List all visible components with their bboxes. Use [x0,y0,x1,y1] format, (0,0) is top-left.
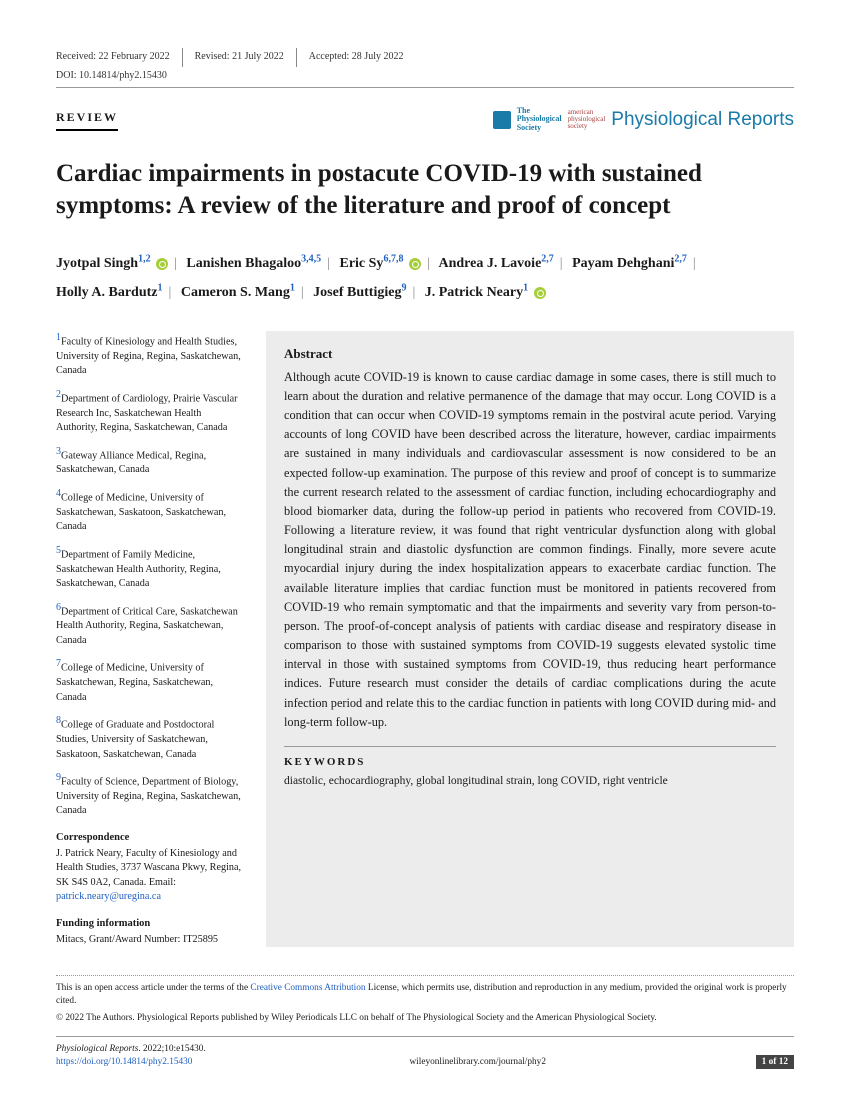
revised-date: Revised: 21 July 2022 [195,48,297,67]
keywords-heading: KEYWORDS [284,746,776,771]
author-list: Jyotpal Singh1,2 | Lanishen Bhagaloo3,4,… [56,250,794,307]
affiliation: 5Department of Family Medicine, Saskatch… [56,544,242,592]
license-link[interactable]: Creative Commons Attribution [250,983,365,993]
divider-icon [56,975,794,976]
affiliation: 2Department of Cardiology, Prairie Vascu… [56,388,242,436]
author: J. Patrick Neary1 [425,285,546,300]
orcid-icon[interactable] [409,258,421,270]
author: Andrea J. Lavoie2,7 [438,256,553,271]
author: Josef Buttigieg9 [313,285,406,300]
correspondence-body: J. Patrick Neary, Faculty of Kinesiology… [56,847,242,905]
phys-soc-icon [493,111,511,129]
phys-soc-text: The Physiological Society [517,107,562,133]
journal-name: Physiological Reports [611,106,794,134]
author: Payam Dehghani2,7 [572,256,687,271]
license-text: This is an open access article under the… [56,982,794,1008]
article-title: Cardiac impairments in postacute COVID-1… [56,158,794,222]
journal-logo: The Physiological Society american physi… [493,106,794,134]
received-date: Received: 22 February 2022 [56,48,183,67]
footer-page: 1 of 12 [750,1056,794,1069]
affiliation: 1Faculty of Kinesiology and Health Studi… [56,331,242,379]
footer-doi-link[interactable]: https://doi.org/10.14814/phy2.15430 [56,1057,192,1067]
abstract-box: Abstract Although acute COVID-19 is know… [266,331,794,947]
affiliation: 8College of Graduate and Postdoctoral St… [56,714,242,762]
affiliation: 3Gateway Alliance Medical, Regina, Saska… [56,445,242,478]
header-row: REVIEW The Physiological Society america… [56,106,794,134]
author: Holly A. Bardutz1 [56,285,163,300]
affiliation: 6Department of Critical Care, Saskatchew… [56,601,242,649]
author: Eric Sy6,7,8 [339,256,420,271]
doi: DOI: 10.14814/phy2.15430 [56,69,794,89]
author: Cameron S. Mang1 [181,285,295,300]
orcid-icon[interactable] [156,258,168,270]
abstract-heading: Abstract [284,345,776,364]
footer-site[interactable]: wileyonlinelibrary.com/journal/phy2 [409,1056,546,1069]
affiliation: 9Faculty of Science, Department of Biolo… [56,771,242,819]
aps-text: american physiological society [568,109,606,130]
article-dates: Received: 22 February 2022 Revised: 21 J… [56,48,794,67]
affiliations-column: 1Faculty of Kinesiology and Health Studi… [56,331,242,947]
page-footer: Physiological Reports. 2022;10:e15430. h… [56,1036,794,1070]
accepted-date: Accepted: 28 July 2022 [309,48,416,67]
section-label: REVIEW [56,109,118,131]
correspondence-heading: Correspondence [56,831,242,846]
footer-citation: Physiological Reports. 2022;10:e15430. h… [56,1043,206,1070]
funding-body: Mitacs, Grant/Award Number: IT25895 [56,933,242,947]
keywords-body: diastolic, echocardiography, global long… [284,773,776,790]
correspondence-email[interactable]: patrick.neary@uregina.ca [56,891,161,902]
orcid-icon[interactable] [534,287,546,299]
abstract-body: Although acute COVID-19 is known to caus… [284,368,776,732]
author: Jyotpal Singh1,2 [56,256,168,271]
affiliation: 7College of Medicine, University of Sask… [56,657,242,705]
affiliation: 4College of Medicine, University of Sask… [56,487,242,535]
copyright-text: © 2022 The Authors. Physiological Report… [56,1012,794,1025]
author: Lanishen Bhagaloo3,4,5 [186,256,321,271]
funding-heading: Funding information [56,917,242,932]
